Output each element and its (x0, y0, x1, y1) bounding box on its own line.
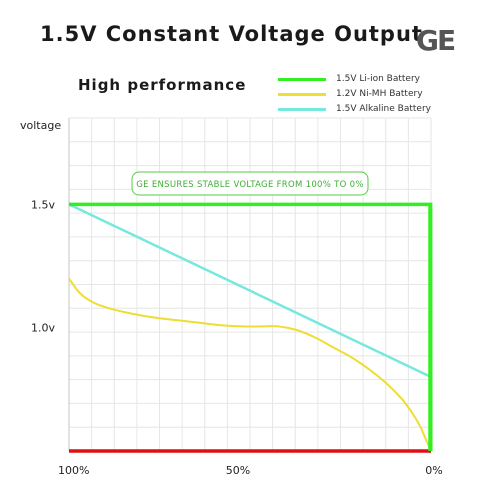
chart-subtitle: High performance (78, 76, 247, 94)
series-line-alkaline (68, 203, 432, 379)
legend-item-alkaline: 1.5V Alkaline Battery (278, 102, 431, 116)
series-line-nimh (68, 277, 432, 452)
legend-swatch-liion (278, 77, 326, 81)
chart-grid (68, 117, 432, 452)
y-tick-label: 1.0v (31, 322, 55, 335)
chart-annotation: GE ENSURES STABLE VOLTAGE FROM 100% TO 0… (131, 171, 369, 196)
legend-item-nimh: 1.2V Ni-MH Battery (278, 87, 431, 101)
y-axis-label: voltage (20, 119, 62, 132)
annotation-text: GE ENSURES STABLE VOLTAGE FROM 100% TO 0… (136, 180, 363, 190)
chart-ticks: 1.5v 1.0v 100% 50% 0% (31, 198, 443, 477)
x-tick-label: 100% (58, 464, 89, 477)
chart-legend: 1.5V Li-ion Battery 1.2V Ni-MH Battery 1… (278, 72, 431, 117)
brand-logo: GE (416, 24, 456, 57)
legend-label-liion: 1.5V Li-ion Battery (336, 74, 420, 84)
legend-swatch-nimh (278, 92, 326, 96)
annotation-box (131, 171, 369, 196)
legend-label-alkaline: 1.5V Alkaline Battery (336, 104, 431, 114)
legend-item-liion: 1.5V Li-ion Battery (278, 72, 431, 86)
page-title: 1.5V Constant Voltage Output (40, 22, 423, 46)
chart-series (68, 202, 433, 453)
legend-label-nimh: 1.2V Ni-MH Battery (336, 89, 423, 99)
x-tick-label: 0% (425, 464, 442, 477)
y-tick-label: 1.5v (31, 198, 55, 211)
legend-swatch-alkaline (278, 107, 326, 111)
x-tick-label: 50% (226, 464, 250, 477)
